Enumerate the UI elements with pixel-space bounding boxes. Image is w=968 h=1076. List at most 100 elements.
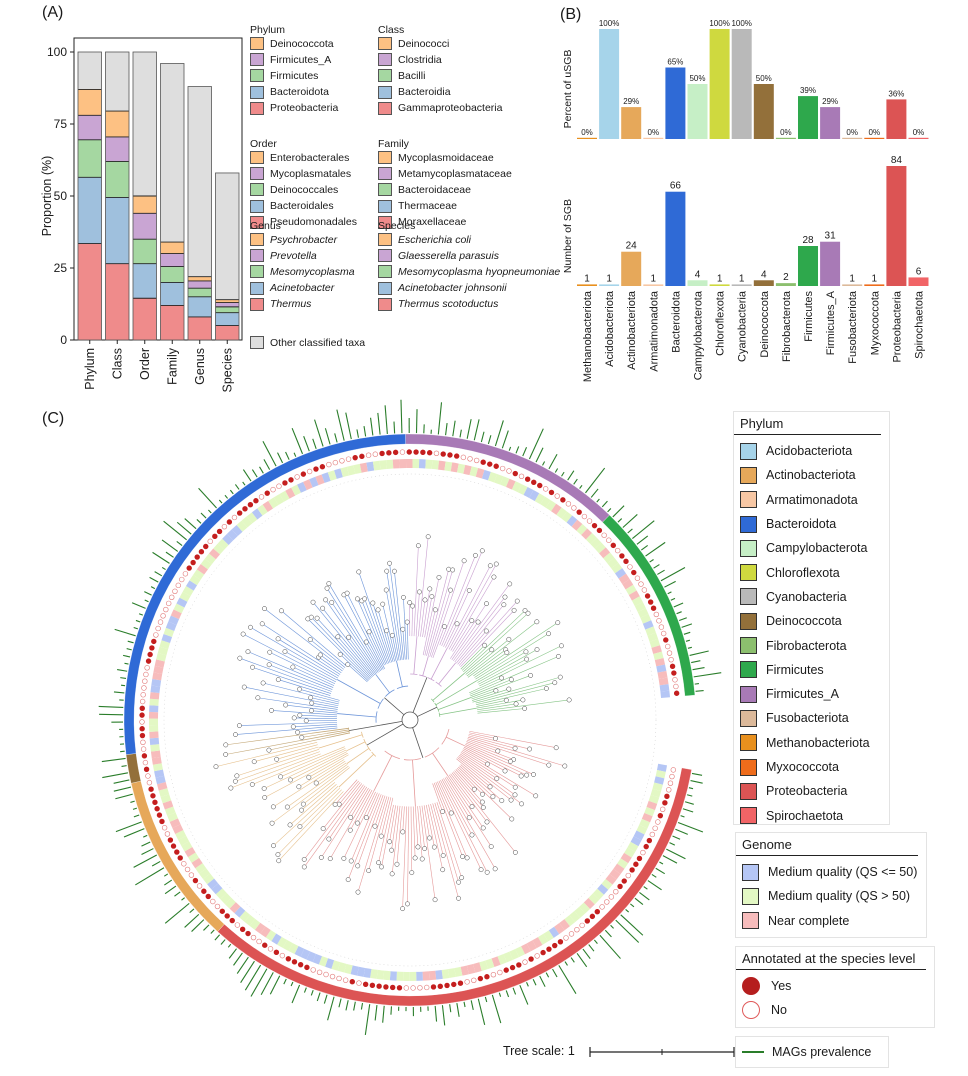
genome-quality-cell: [164, 806, 176, 816]
prevalence-spike: [374, 1005, 378, 1021]
legend-item: Proteobacteria: [250, 101, 338, 115]
prevalence-spike: [437, 402, 443, 435]
leaf-node: [479, 548, 485, 554]
percent-bar-label: 0%: [846, 128, 858, 137]
tree-arc: [419, 674, 427, 678]
legend-swatch: [740, 515, 757, 533]
annotated-legend-item: No: [736, 998, 934, 1022]
annotation-dot: [143, 671, 149, 678]
prevalence-spike: [480, 431, 485, 443]
leaf-node: [274, 756, 280, 762]
legend-label: Other classified taxa: [270, 336, 366, 349]
tree-leaf-branch: [427, 569, 453, 657]
genome-quality-cell: [532, 937, 543, 949]
genome-quality-cell: [246, 512, 258, 524]
genome-quality-cell: [300, 948, 311, 960]
tree-leaf-branch: [446, 565, 491, 649]
leaf-node: [301, 856, 307, 862]
genome-quality-cell: [405, 459, 413, 469]
leaf-node: [508, 758, 513, 764]
genome-quality-cell: [554, 923, 565, 935]
tree-root: [401, 711, 419, 729]
leaf-node: [483, 628, 489, 634]
annotation-dot: [147, 651, 153, 658]
prevalence-spike: [208, 509, 212, 514]
tree-leaf-branch: [252, 666, 332, 694]
leaf-node: [508, 677, 514, 683]
genome-quality-cell: [657, 670, 668, 679]
legend-group-title: Species: [378, 220, 416, 232]
legend-swatch: [742, 887, 759, 905]
legend-group-title: Order: [250, 138, 277, 150]
prevalence-spike: [622, 514, 638, 528]
prevalence-spike: [561, 471, 565, 477]
tree-arc: [436, 707, 440, 712]
leaf-node: [223, 742, 229, 748]
genome-quality-cell: [648, 794, 660, 804]
annotation-dot: [644, 593, 651, 599]
annotation-dot: [568, 931, 575, 937]
leaf-node: [355, 820, 360, 826]
x-tick-label: Class: [110, 348, 124, 379]
annotation-dot: [152, 799, 158, 805]
leaf-node: [429, 594, 435, 599]
genome-quality-cell: [435, 970, 443, 980]
tree-leaf-branch: [326, 588, 380, 672]
leaf-node: [346, 634, 352, 640]
tree-leaf-branch: [448, 563, 497, 650]
percent-bar-label: 100%: [599, 19, 619, 28]
genome-quality-cell: [396, 971, 404, 981]
annotation-dot: [310, 967, 316, 973]
leaf-node: [448, 810, 454, 816]
legend-group-title: Class: [378, 24, 405, 36]
percent-bar: [687, 84, 708, 139]
leaf-node: [366, 629, 372, 635]
tree-leaf-branch: [403, 597, 408, 660]
leaf-node: [531, 772, 536, 777]
y-tick-label: 50: [54, 189, 68, 203]
legend-label: Firmicutes_A: [270, 53, 332, 66]
annotation-dot: [142, 759, 149, 766]
leaf-node: [482, 642, 488, 648]
tree-leaf-branch: [438, 780, 482, 870]
genome-quality-cell: [386, 459, 394, 470]
annotation-dot: [619, 553, 625, 559]
prevalence-spike: [579, 484, 583, 489]
tree-leaf-branch: [470, 675, 531, 698]
annotation-dot: [503, 967, 509, 973]
legend-label: Bacteroidales: [270, 200, 334, 213]
leaf-node: [511, 607, 517, 613]
tree-leaf-branch: [432, 626, 445, 658]
tree-leaf-branch: [468, 677, 502, 694]
tree-leaf-branch: [469, 656, 559, 695]
genome-quality-cell: [152, 763, 163, 772]
x-tick-label: Species: [220, 348, 234, 392]
legend-swatch: [378, 183, 392, 197]
prevalence-spike: [120, 677, 127, 680]
legend-item: Glaesserella parasuis: [378, 249, 499, 263]
annotation-dot: [160, 613, 166, 619]
leaf-node: [491, 574, 497, 580]
annotation-dot: [623, 558, 629, 565]
category-label: Acidobacteriota: [604, 290, 616, 367]
count-bar-label: 31: [825, 231, 837, 242]
legend-label: Acinetobacter johnsonii: [398, 282, 507, 295]
leaf-node: [295, 729, 300, 735]
genome-quality-cell: [654, 776, 665, 785]
tree-leaf-branch: [361, 600, 388, 664]
annotation-dot: [563, 935, 569, 941]
annotation-dot: [175, 582, 181, 589]
leaf-node: [456, 879, 462, 885]
tree-leaf-branch: [330, 788, 371, 859]
legend-label: Glaesserella parasuis: [398, 249, 499, 262]
legend-item: Mycoplasmatales: [250, 167, 351, 181]
annotation-dot: [424, 984, 430, 991]
genome-quality-cell: [579, 902, 591, 914]
filled-dot-icon: [742, 977, 760, 996]
genome-quality-cell: [438, 460, 446, 471]
legend-item: Firmicutes_A: [250, 53, 332, 67]
count-bar: [731, 284, 752, 286]
genome-quality-cell: [318, 956, 329, 967]
prevalence-spike: [657, 569, 665, 575]
genome-quality-cell: [350, 965, 359, 976]
